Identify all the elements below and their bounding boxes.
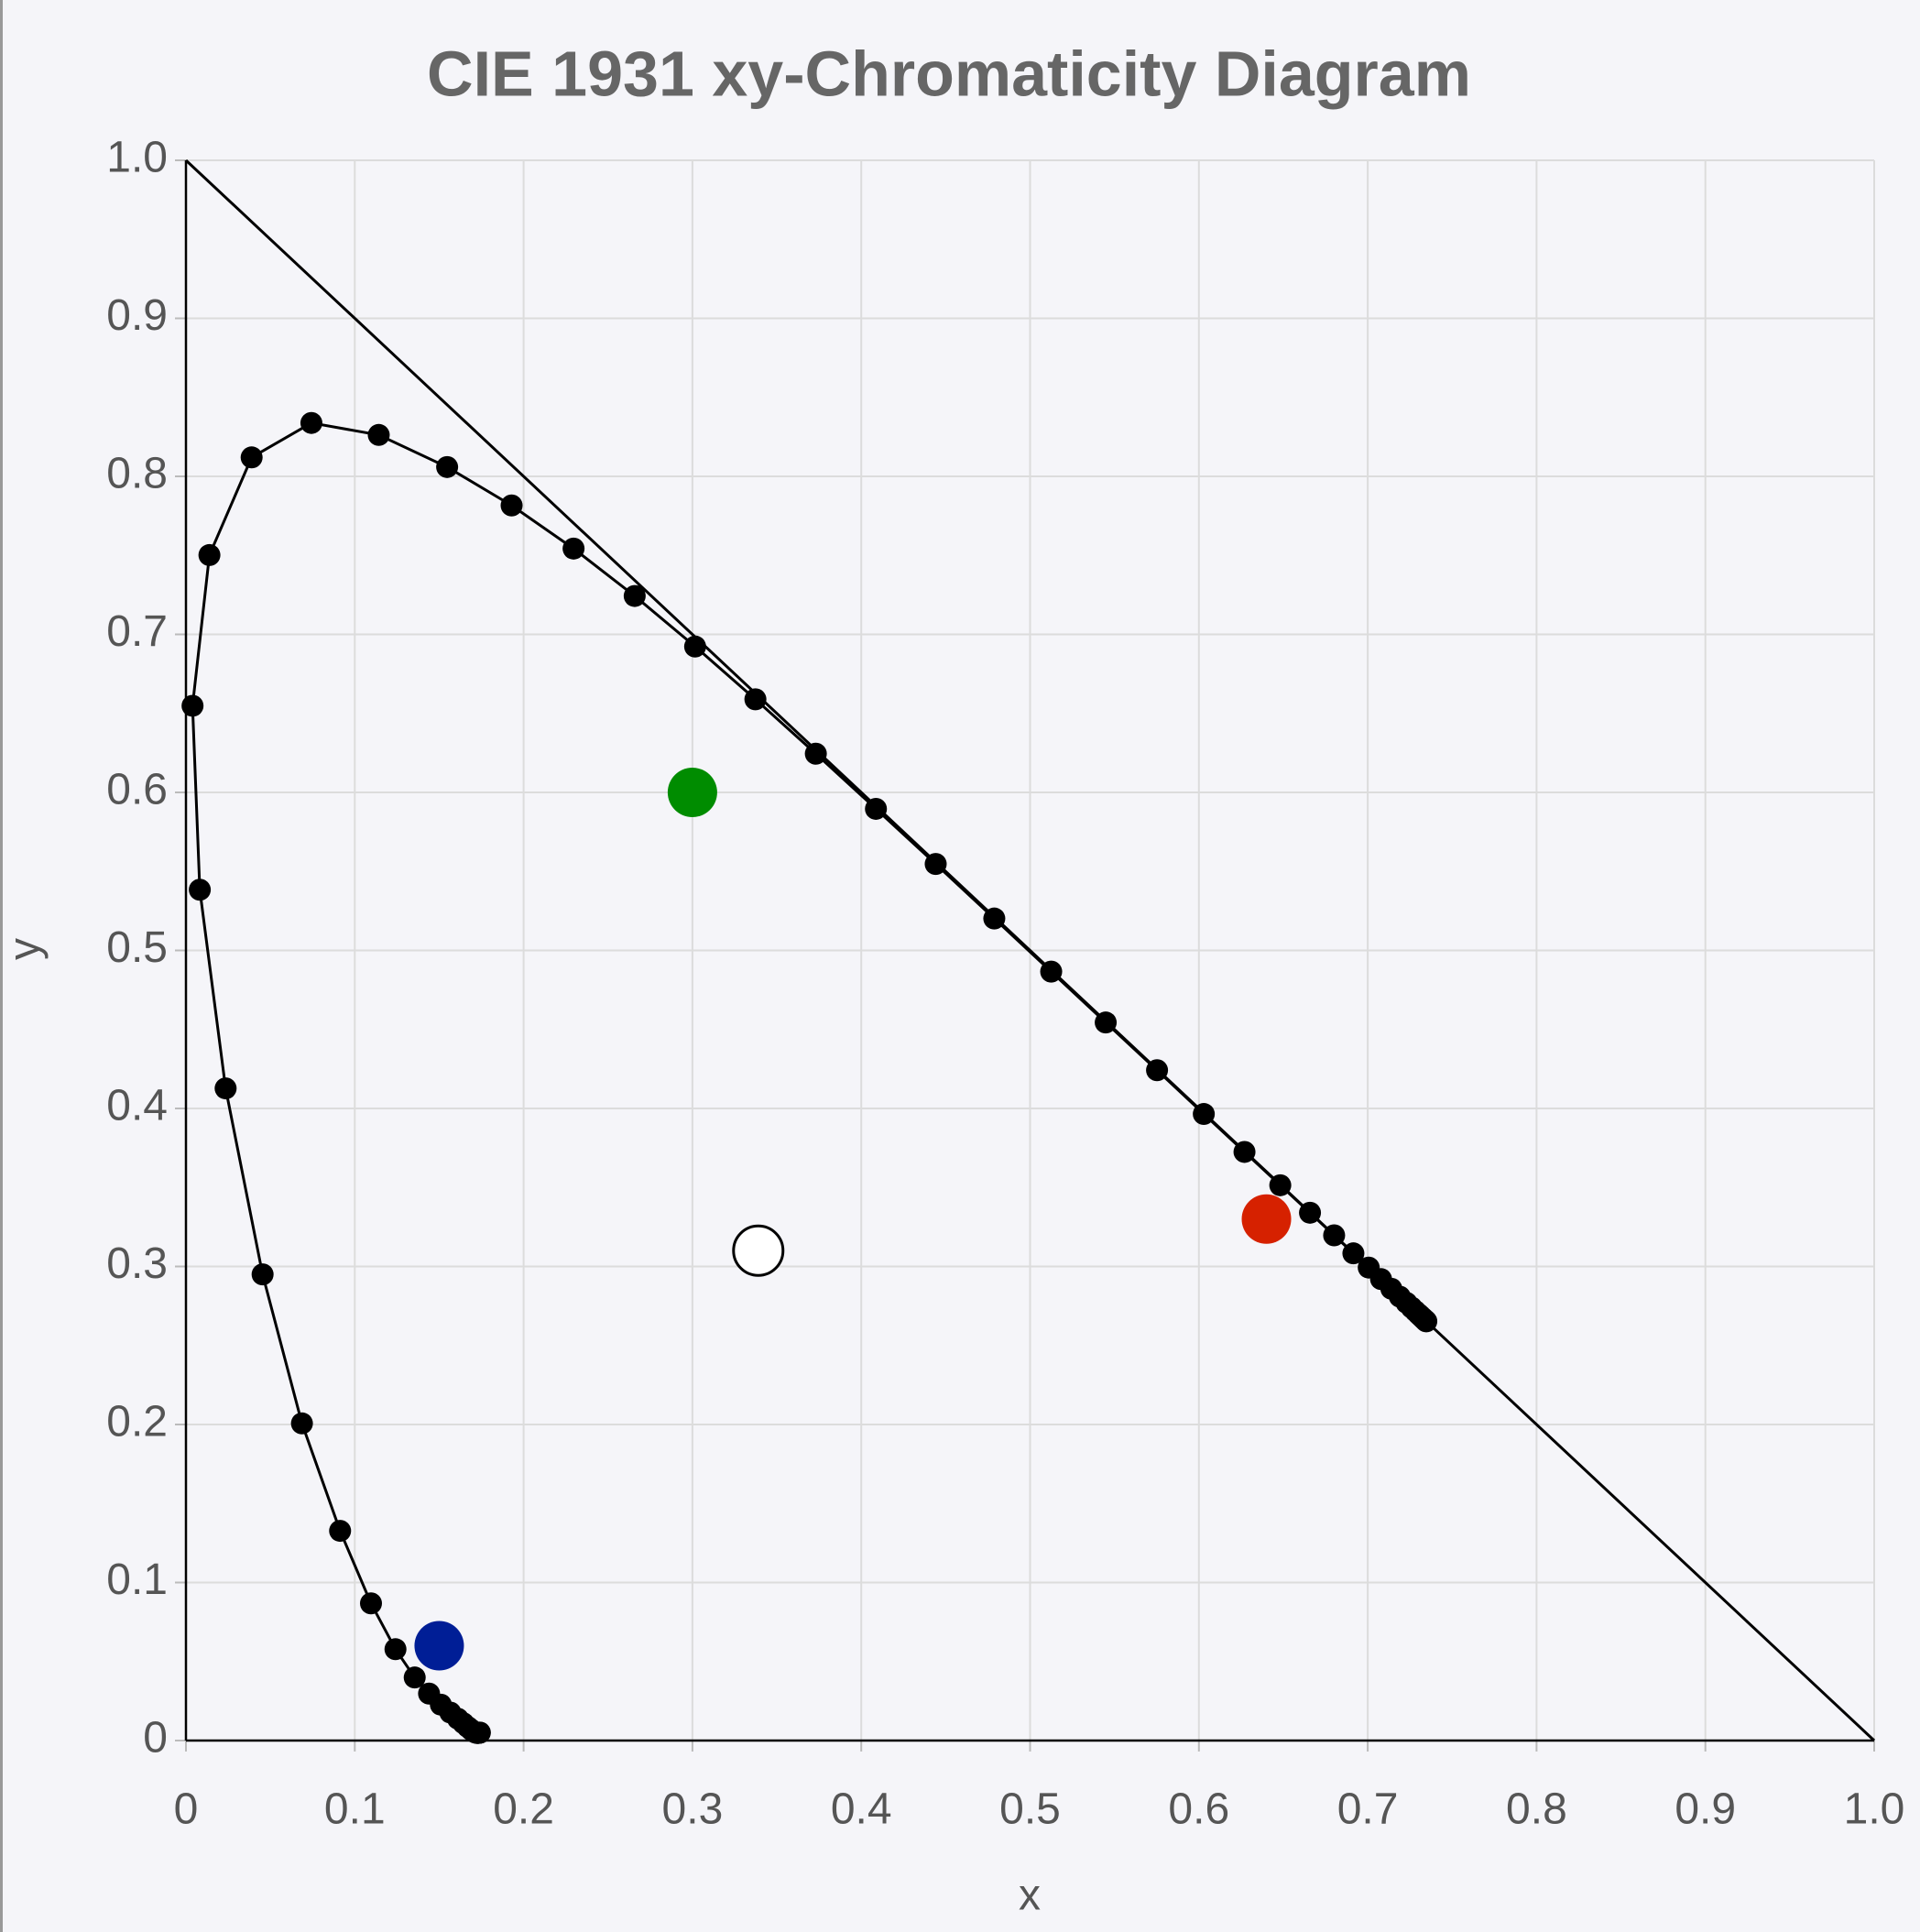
- y-tick-label: 0.9: [106, 291, 168, 340]
- point: [804, 742, 827, 765]
- x-tick-label: 1.0: [1844, 1785, 1905, 1834]
- y-tick-label: 0: [143, 1714, 168, 1763]
- point: [189, 879, 212, 901]
- point: [732, 1224, 785, 1277]
- line: [191, 421, 1428, 1735]
- y-tick-label: 0.8: [106, 450, 168, 498]
- point: [251, 1263, 274, 1286]
- point: [744, 688, 767, 711]
- x-tick-label: 0.2: [493, 1785, 554, 1834]
- point: [562, 537, 585, 560]
- y-tick-label: 0.2: [106, 1398, 168, 1446]
- point: [500, 494, 523, 517]
- point: [367, 423, 390, 446]
- x-tick-label: 0.9: [1675, 1785, 1736, 1834]
- y-tick-label: 0.6: [106, 766, 168, 814]
- point: [1193, 1103, 1216, 1126]
- point: [418, 1682, 441, 1705]
- point: [1040, 960, 1063, 983]
- point: [403, 1666, 426, 1689]
- point: [214, 1077, 237, 1100]
- point: [1146, 1059, 1169, 1082]
- y-tick-label: 0.5: [106, 923, 168, 972]
- y-tick-label: 1.0: [106, 134, 168, 182]
- x-tick-label: 0.1: [324, 1785, 386, 1834]
- point: [290, 1412, 313, 1435]
- point: [1415, 1310, 1438, 1333]
- point: [623, 584, 646, 607]
- x-axis-label: x: [1019, 1872, 1041, 1920]
- x-tick-label: 0.7: [1337, 1785, 1399, 1834]
- point: [683, 635, 706, 658]
- point: [1095, 1011, 1118, 1034]
- y-tick-label: 0.1: [106, 1555, 168, 1604]
- x-tick-label: 0.3: [662, 1785, 724, 1834]
- point: [865, 797, 888, 820]
- point: [414, 1621, 464, 1671]
- y-tick-label: 0.4: [106, 1082, 168, 1130]
- point: [240, 446, 263, 469]
- point: [983, 907, 1006, 930]
- point: [181, 694, 204, 717]
- point: [1269, 1173, 1292, 1196]
- point: [924, 853, 947, 876]
- y-tick-label: 0.7: [106, 607, 168, 656]
- point: [1342, 1242, 1365, 1265]
- point: [1233, 1141, 1256, 1163]
- x-tick-label: 0.4: [831, 1785, 892, 1834]
- point: [329, 1520, 352, 1543]
- point: [1323, 1224, 1346, 1247]
- point: [667, 768, 717, 817]
- point: [1299, 1201, 1322, 1224]
- y-tick-label: 0.3: [106, 1239, 168, 1288]
- point: [436, 455, 459, 478]
- x-tick-label: 0.5: [999, 1785, 1061, 1834]
- point: [384, 1638, 407, 1661]
- point: [198, 543, 221, 566]
- y-axis-label: y: [1, 938, 49, 960]
- chart-title: CIE 1931 xy-Chromaticity Diagram: [427, 38, 1471, 109]
- x-tick-label: 0.8: [1506, 1785, 1567, 1834]
- point: [300, 411, 322, 434]
- point: [1241, 1194, 1292, 1244]
- point: [359, 1592, 382, 1615]
- x-tick-label: 0: [174, 1785, 199, 1834]
- x-tick-label: 0.6: [1168, 1785, 1229, 1834]
